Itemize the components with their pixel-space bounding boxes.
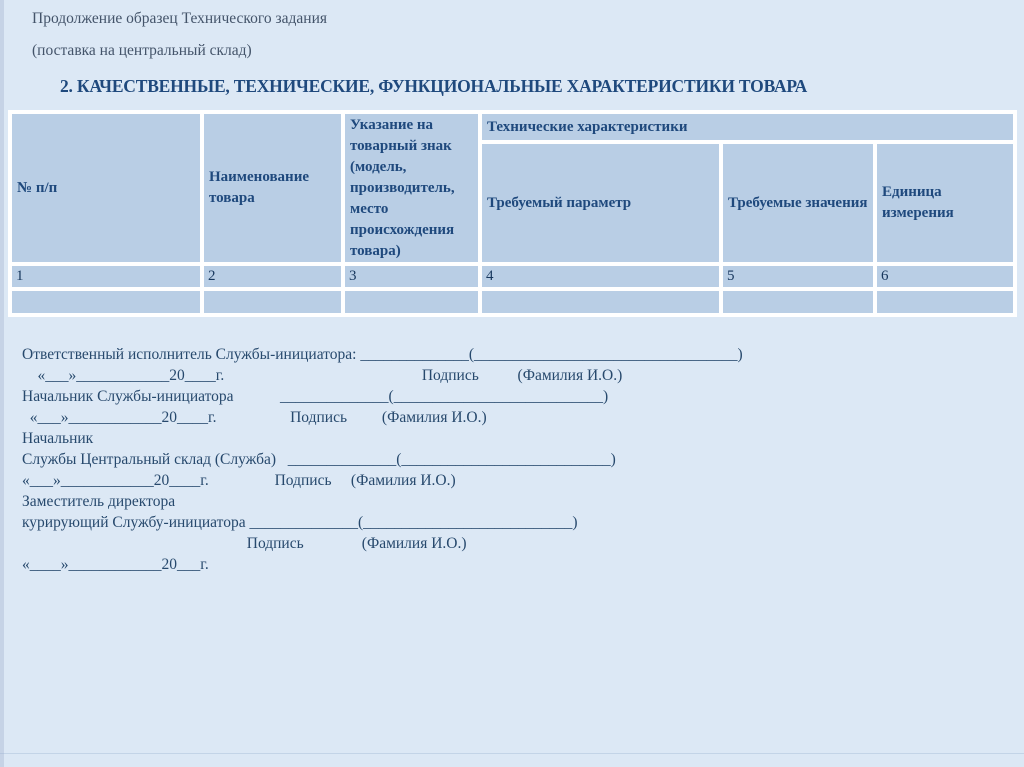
empty-row-cell-1 xyxy=(12,291,200,313)
signature-line: Ответственный исполнитель Службы-инициат… xyxy=(22,346,743,363)
col-header-values: Требуемые значения xyxy=(723,144,873,262)
col-header-param: Требуемый параметр xyxy=(482,144,719,262)
number-row-cell-2: 2 xyxy=(204,266,341,287)
signature-line: Начальник xyxy=(22,430,94,447)
signature-line: «___»____________20____г. Подпись (Фамил… xyxy=(22,409,487,426)
col-header-name: Наименование товара xyxy=(204,114,341,262)
spec-table: № п/п Наименование товара Указание на то… xyxy=(8,110,1017,317)
col-header-num: № п/п xyxy=(12,114,200,262)
signature-line: Начальник Службы-инициатора ____________… xyxy=(22,388,609,405)
signature-block: Ответственный исполнитель Службы-инициат… xyxy=(22,344,743,575)
signature-line: Подпись (Фамилия И.О.) xyxy=(22,535,467,552)
empty-row-cell-4 xyxy=(482,291,719,313)
empty-row-cell-6 xyxy=(877,291,1013,313)
number-row-cell-5: 5 xyxy=(723,266,873,287)
signature-line: Заместитель директора xyxy=(22,493,176,510)
section-title: 2. КАЧЕСТВЕННЫЕ, ТЕХНИЧЕСКИЕ, ФУНКЦИОНАЛ… xyxy=(60,76,808,96)
number-row-cell-3: 3 xyxy=(345,266,478,287)
signature-line: «____»____________20___г. xyxy=(22,556,209,573)
signature-line: Службы Центральный склад (Служба) ______… xyxy=(22,451,616,468)
number-row-cell-6: 6 xyxy=(877,266,1013,287)
signature-line: курирующий Службу-инициатора ___________… xyxy=(22,514,578,531)
empty-row-cell-5 xyxy=(723,291,873,313)
empty-row-cell-3 xyxy=(345,291,478,313)
slide-bottom-edge xyxy=(0,753,1024,754)
col-header-unit: Единица измерения xyxy=(877,144,1013,262)
slide-left-edge xyxy=(0,0,4,767)
number-row-cell-4: 4 xyxy=(482,266,719,287)
signature-line: «___»____________20____г. Подпись (Фамил… xyxy=(22,472,456,489)
header-line-1: Продолжение образец Технического задания xyxy=(32,10,327,27)
col-header-tech-group: Технические характеристики xyxy=(482,114,1013,140)
number-row-cell-1: 1 xyxy=(12,266,200,287)
col-header-trademark: Указание на товарный знак (модель, произ… xyxy=(345,114,478,262)
signature-line: «___»____________20____г. Подпись (Фамил… xyxy=(22,367,623,384)
header-line-2: (поставка на центральный склад) xyxy=(32,42,252,59)
empty-row-cell-2 xyxy=(204,291,341,313)
